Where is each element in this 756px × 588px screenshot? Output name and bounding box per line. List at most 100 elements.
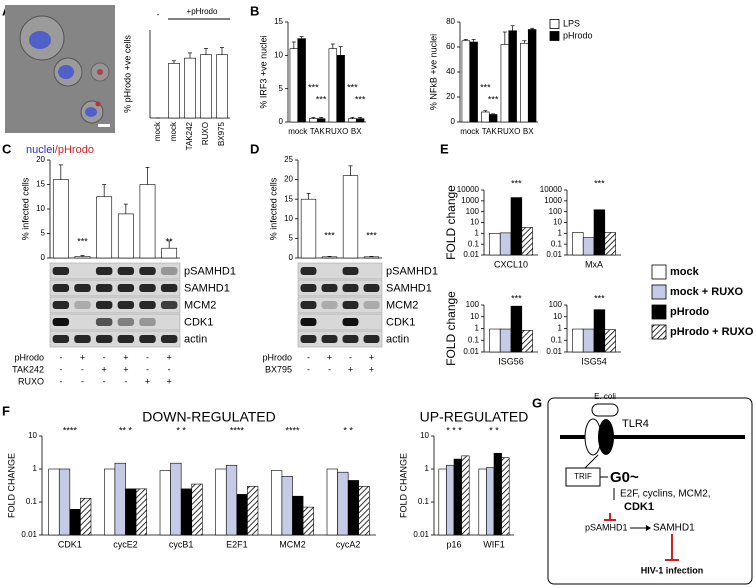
significance: * * * bbox=[446, 425, 462, 435]
bar bbox=[604, 232, 616, 256]
y-tick-label: 20 bbox=[284, 175, 293, 184]
bar bbox=[289, 48, 299, 123]
x-tick-label: mock bbox=[153, 121, 162, 141]
condition-value: - bbox=[59, 364, 62, 374]
bar bbox=[281, 476, 293, 536]
blot-band bbox=[300, 267, 317, 275]
blot-band bbox=[342, 284, 359, 292]
blot-strip bbox=[297, 279, 383, 297]
y-axis-label: % pHrodo +ve cells bbox=[122, 35, 132, 113]
significance: *** bbox=[77, 236, 88, 246]
y-tick-label: 20 bbox=[446, 92, 455, 101]
condition-value: - bbox=[103, 352, 106, 362]
y-tick-label: 10 bbox=[28, 431, 37, 440]
kinase-label: CDK1 bbox=[624, 501, 654, 513]
significance: *** bbox=[316, 94, 327, 104]
condition-value: - bbox=[81, 376, 84, 386]
blot-band bbox=[363, 335, 380, 343]
bar bbox=[114, 462, 126, 536]
bar bbox=[328, 48, 338, 123]
condition-value: + bbox=[167, 376, 172, 386]
y-tick-label: 0.1 bbox=[468, 335, 480, 344]
bar bbox=[355, 118, 365, 123]
bar bbox=[302, 506, 314, 536]
y-tick-label: 0.01 bbox=[463, 347, 479, 356]
y-tick-label: 80 bbox=[446, 17, 455, 26]
bar bbox=[161, 247, 178, 259]
y-tick-label: 100 bbox=[549, 300, 563, 309]
blot-band bbox=[117, 301, 135, 309]
bar bbox=[170, 462, 182, 536]
bar bbox=[438, 468, 447, 536]
bar bbox=[297, 38, 306, 123]
condition-value: + bbox=[167, 352, 172, 362]
blot-label: actin bbox=[184, 333, 207, 345]
y-tick-label: 1 bbox=[558, 228, 563, 237]
bar bbox=[216, 54, 228, 119]
x-tick-label: BX975 bbox=[217, 121, 226, 146]
blot-label: MCM2 bbox=[386, 299, 418, 311]
bacterium bbox=[591, 403, 619, 417]
y-tick-label: 0.01 bbox=[546, 250, 562, 259]
blot-band bbox=[321, 301, 338, 309]
condition-value: - bbox=[328, 364, 331, 374]
bar bbox=[510, 305, 523, 353]
bar bbox=[489, 233, 501, 256]
legend-swatch bbox=[549, 19, 560, 29]
blot-band bbox=[139, 318, 156, 326]
chart-title: DOWN-REGULATED bbox=[142, 409, 276, 425]
x-tick-label: mock bbox=[169, 121, 178, 141]
bar bbox=[461, 40, 471, 123]
bar bbox=[461, 455, 470, 536]
bar bbox=[48, 468, 60, 536]
blot-band bbox=[117, 267, 135, 275]
blot-band bbox=[117, 318, 135, 326]
bar bbox=[488, 114, 498, 123]
blot-band bbox=[342, 318, 359, 326]
bar bbox=[271, 470, 283, 536]
y-tick-label: 0.01 bbox=[463, 250, 479, 259]
bar bbox=[337, 471, 349, 536]
bar bbox=[572, 232, 584, 256]
condition-name: TAK242 bbox=[12, 364, 44, 374]
bar bbox=[486, 467, 495, 536]
bar bbox=[58, 468, 71, 536]
legend-label: pHrodo + RUXO bbox=[670, 326, 754, 338]
significance: *** bbox=[324, 230, 335, 240]
condition-value: - bbox=[349, 352, 352, 362]
blot-band bbox=[139, 301, 156, 309]
x-tick-label: TAK242 bbox=[185, 121, 194, 150]
blot-band bbox=[139, 267, 156, 275]
condition-value: + bbox=[102, 364, 107, 374]
blot-label: pSAMHD1 bbox=[184, 265, 236, 277]
condition-value: + bbox=[327, 352, 332, 362]
blot-band bbox=[139, 284, 156, 292]
condition-value: + bbox=[348, 364, 353, 374]
bar bbox=[489, 328, 501, 353]
bar bbox=[527, 29, 537, 123]
condition-value: - bbox=[59, 352, 62, 362]
blot-band bbox=[139, 335, 156, 343]
phospho-label: pSAMHD1 bbox=[585, 522, 628, 532]
blot-label: CDK1 bbox=[184, 316, 213, 328]
y-tick-label: 10 bbox=[470, 312, 479, 321]
bar bbox=[604, 329, 616, 353]
blot-band bbox=[160, 284, 178, 292]
y-tick-label: 10 bbox=[420, 431, 429, 440]
y-tick-label: 0.1 bbox=[551, 335, 563, 344]
x-tick-label: cycB1 bbox=[169, 539, 194, 549]
blot-band bbox=[300, 284, 317, 292]
y-tick-label: 10 bbox=[274, 50, 283, 59]
condition-value: - bbox=[307, 364, 310, 374]
bar bbox=[478, 468, 487, 536]
blot-label: SAMHD1 bbox=[184, 282, 230, 294]
panel-label: C bbox=[2, 141, 12, 156]
x-tick-label: E2F1 bbox=[226, 539, 248, 549]
bar bbox=[168, 63, 180, 119]
x-tick-label: MCM2 bbox=[279, 539, 306, 549]
y-tick-label: 10 bbox=[36, 204, 45, 213]
condition-value: - bbox=[168, 364, 171, 374]
y-tick-label: 40 bbox=[446, 67, 455, 76]
targets-label: E2F, cyclins, MCM2, bbox=[620, 489, 711, 500]
panel-label: E bbox=[440, 141, 449, 156]
